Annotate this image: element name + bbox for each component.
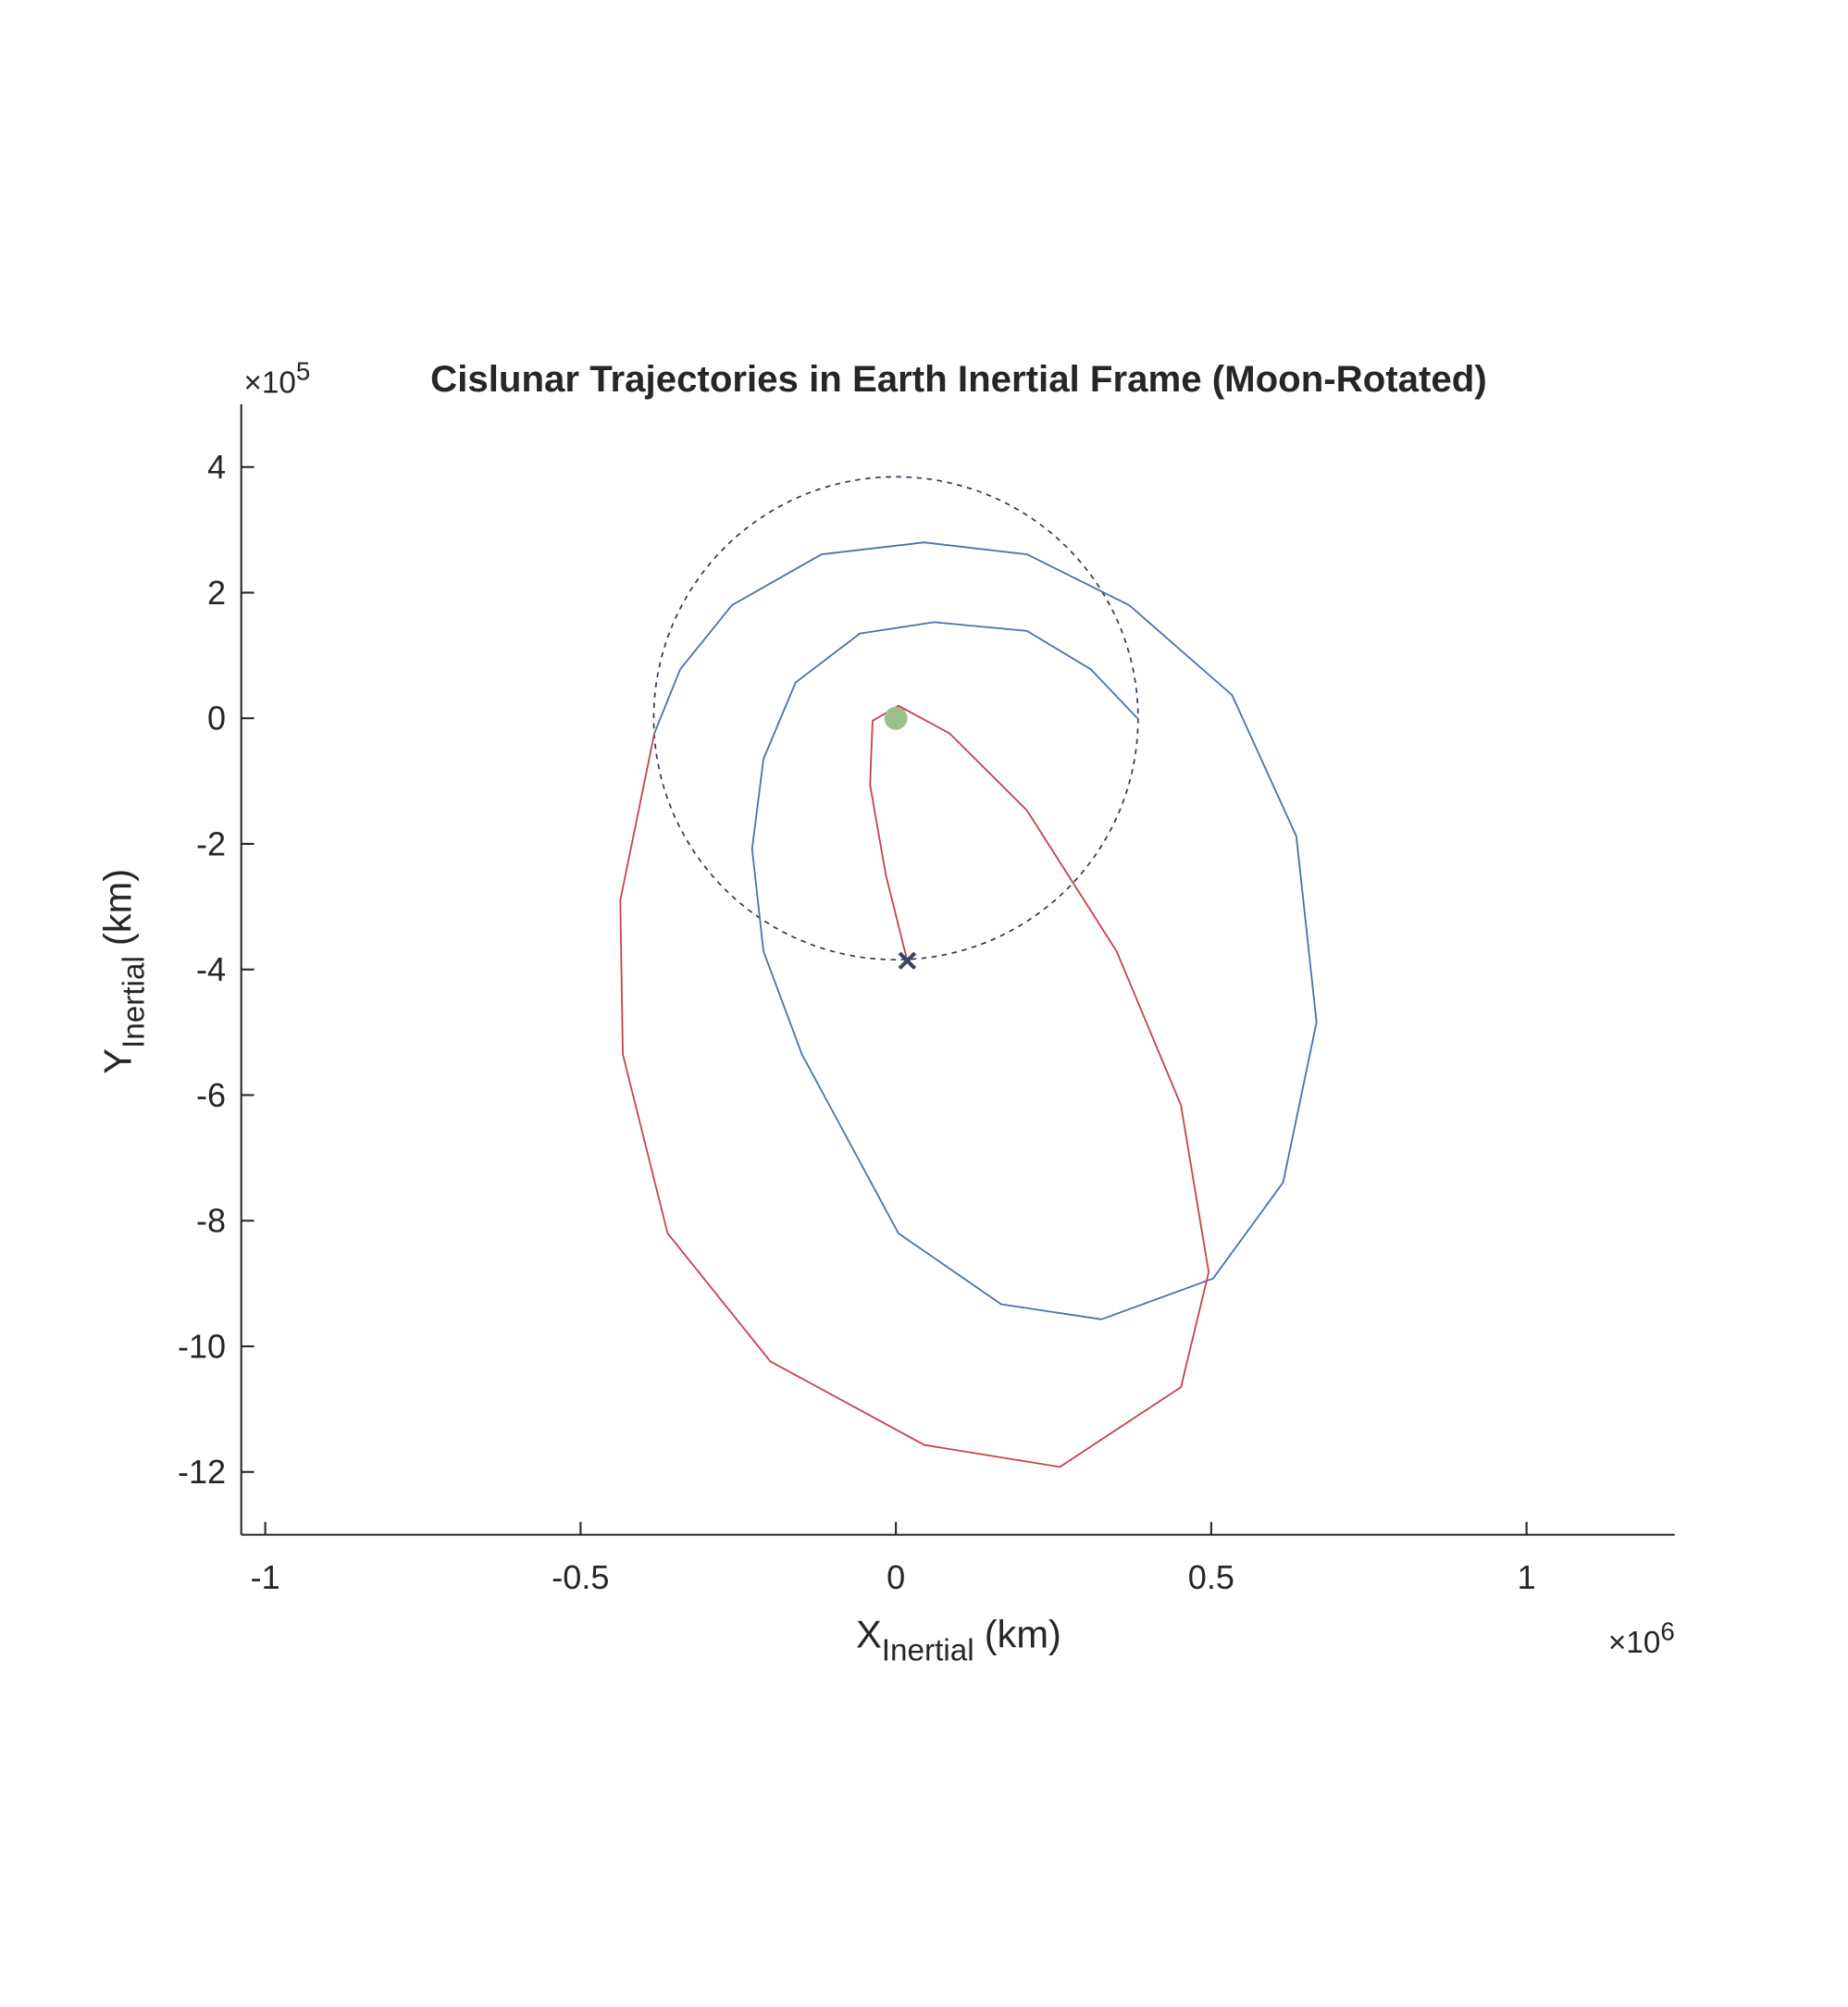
x-label-main: X: [856, 1613, 882, 1656]
y-label-unit: (km): [95, 869, 139, 946]
y-exponent: ×105: [243, 357, 310, 401]
x-exponent: ×106: [1608, 1617, 1675, 1660]
trajectory: [619, 704, 1210, 1468]
y-tick-label: -12: [178, 1453, 226, 1491]
y-axis-label: YInertial (km): [95, 869, 151, 1074]
y-tick-label: -8: [196, 1202, 226, 1240]
x-exponent-power: 6: [1660, 1617, 1674, 1645]
x-tick-label: -1: [251, 1558, 280, 1596]
x-tick-label: 1: [1518, 1558, 1536, 1596]
x-label-unit: (km): [985, 1613, 1061, 1656]
y-exponent-base: ×10: [243, 365, 295, 400]
end-marker: [898, 951, 917, 971]
y-tick-label: 0: [207, 700, 226, 737]
y-exponent-power: 5: [296, 357, 310, 386]
earth: [884, 706, 908, 730]
y-label-sub: Inertial: [117, 956, 151, 1048]
y-tick-label: 2: [207, 574, 226, 612]
y-tick-label: -6: [196, 1076, 226, 1114]
x-exponent-base: ×10: [1608, 1626, 1660, 1660]
x-tick-label: 0: [887, 1558, 905, 1596]
x-tick-label: 0.5: [1188, 1558, 1234, 1596]
x-label-sub: Inertial: [882, 1634, 974, 1668]
x-tick-label: -0.5: [552, 1558, 609, 1596]
chart-title: Cislunar Trajectories in Earth Inertial …: [430, 358, 1487, 400]
trajectory: [653, 541, 1318, 1320]
y-tick-label: -10: [178, 1327, 226, 1365]
y-tick-label: -2: [196, 824, 226, 862]
y-tick-label: -4: [196, 950, 226, 988]
moon-orbit: [652, 476, 1139, 960]
y-tick-label: 4: [207, 448, 226, 486]
y-label-main: Y: [95, 1048, 139, 1074]
x-axis-label: XInertial (km): [856, 1613, 1061, 1668]
end-marker-cross: [898, 951, 917, 971]
